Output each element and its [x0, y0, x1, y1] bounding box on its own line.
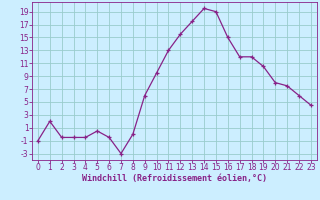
X-axis label: Windchill (Refroidissement éolien,°C): Windchill (Refroidissement éolien,°C)	[82, 174, 267, 183]
